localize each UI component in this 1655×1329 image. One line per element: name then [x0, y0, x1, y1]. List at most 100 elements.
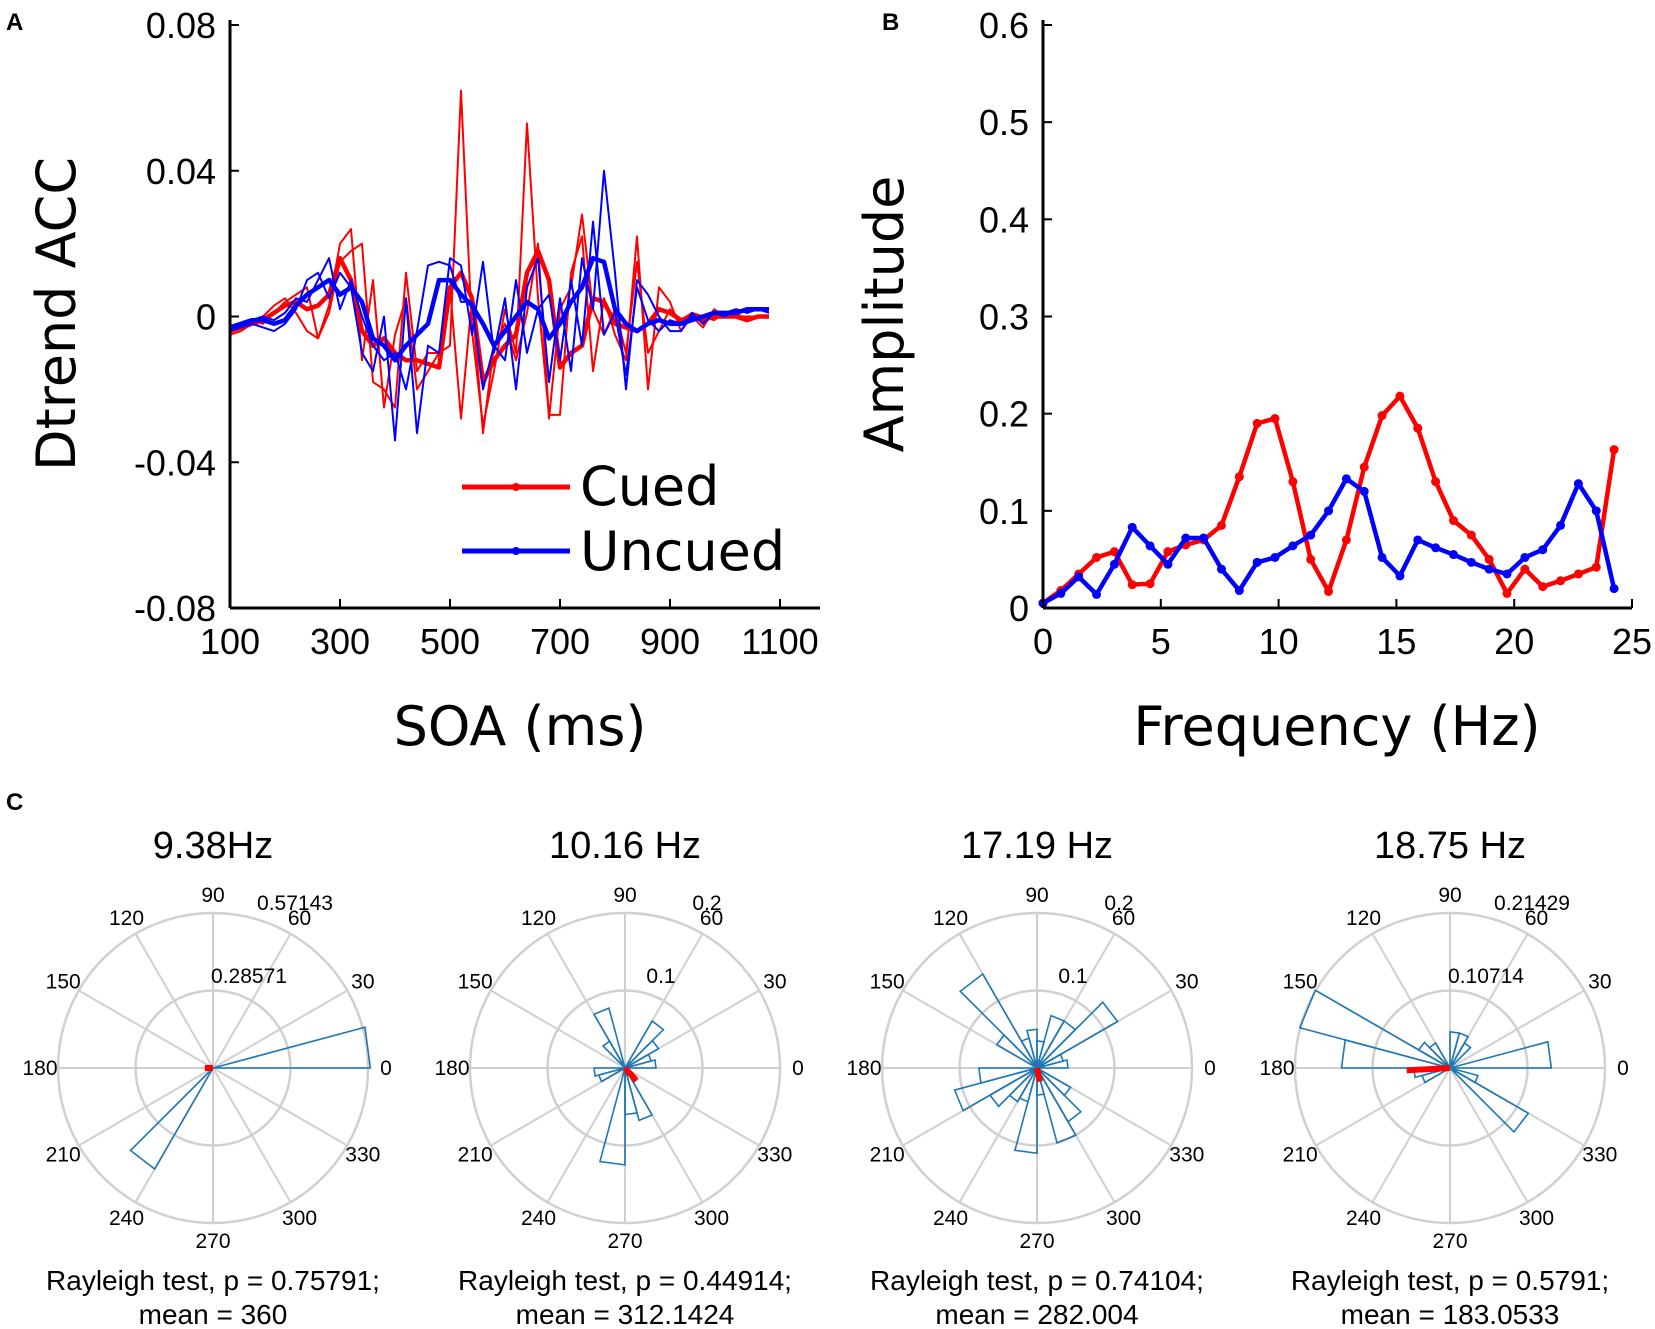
rose-spoke: [546, 1067, 626, 1203]
panel-b-point-cued: [1288, 477, 1298, 487]
rose-angle-label: 30: [1588, 971, 1611, 994]
rose-bin: [624, 1067, 654, 1122]
rose-angle-label: 270: [195, 1230, 230, 1253]
panel-a-x-tick-label: 700: [530, 621, 590, 662]
rose-ring-label-outer: 0.57143: [257, 892, 333, 915]
rose-angle-label: 120: [109, 907, 144, 930]
rose-bin: [1449, 1067, 1480, 1084]
panel-b-y-tick-label: 0.4: [979, 199, 1029, 240]
panel-b-point-uncued: [1216, 564, 1226, 574]
rose-angle-label: 300: [694, 1207, 729, 1230]
panel-b-point-uncued: [1431, 543, 1441, 553]
panel-c-roses: 9.38Hz03060901201501802102402703003300.5…: [22, 825, 1628, 1329]
panel-b-point-cued: [1466, 530, 1476, 540]
rose-angle-label: 240: [933, 1207, 968, 1230]
rose-angle-label: 180: [434, 1057, 469, 1080]
panel-b-point-cued: [1484, 554, 1494, 564]
polar-rose-2: 10.16 Hz 0 30 60 90 120 150 180 210 240 270 300 330 0…: [434, 825, 803, 1329]
rose-angle-label: 90: [1438, 884, 1461, 907]
panel-b-point-uncued: [1538, 545, 1548, 555]
rose-mean-vector: [1406, 1065, 1451, 1074]
panel-b-point-uncued: [1484, 564, 1494, 574]
mean-angle-label: mean = 312.1424: [516, 1299, 735, 1329]
panel-b-point-uncued: [1573, 479, 1583, 489]
rose-ring-label-outer: 0.21429: [1494, 892, 1570, 915]
rose-angle-label: 300: [1519, 1207, 1554, 1230]
panel-b-point-cued: [1163, 547, 1173, 557]
panel-a-chart: 100 300 500 700 900 1100 -0.08 -0.04 0 0.04 0.08 S…: [25, 5, 820, 758]
panel-b-point-uncued: [1270, 552, 1280, 562]
rose-ring-label-outer: 0.2: [1104, 892, 1133, 915]
rose-angle-label: 150: [870, 971, 905, 994]
panel-b-point-cued: [1359, 462, 1369, 472]
panel-b-point-cued: [1395, 391, 1405, 401]
rose-angle-label: 300: [1106, 1207, 1141, 1230]
panel-b-point-uncued: [1395, 571, 1405, 581]
rose-bin: [1036, 1067, 1072, 1097]
panel-a-series-uncued-thin-5: [230, 220, 770, 391]
panel-b-x-tick-label: 20: [1494, 621, 1534, 662]
panel-b-point-cued: [1216, 520, 1226, 530]
rose-angle-label: 330: [1582, 1144, 1617, 1167]
panel-b-point-uncued: [1448, 550, 1458, 560]
rose-angle-label: 240: [521, 1207, 556, 1230]
rose-bin: [1449, 1040, 1553, 1069]
legend-uncued-label: Uncued: [580, 520, 785, 583]
panel-b-point-uncued: [1377, 552, 1387, 562]
panel-b-x-tick-label: 10: [1259, 621, 1299, 662]
panel-b-point-uncued: [1556, 520, 1566, 530]
rose-angle-label: 90: [613, 884, 636, 907]
rayleigh-test-label: Rayleigh test, p = 0.74104;: [870, 1265, 1204, 1296]
mean-angle-label: mean = 360: [139, 1299, 288, 1329]
panel-b-point-uncued: [1092, 589, 1102, 599]
rose-angle-label: 120: [521, 907, 556, 930]
panel-b-y-tick-label: 0.2: [979, 394, 1029, 435]
panel-b-y-tick-label: 0.3: [979, 297, 1029, 338]
panel-b-point-cued: [1270, 414, 1280, 424]
panel-b-point-uncued: [1056, 588, 1066, 598]
rose-bin: [597, 1067, 626, 1083]
rose-angle-label: 210: [870, 1144, 905, 1167]
rose-bin: [624, 1019, 665, 1069]
panel-b-point-cued: [1145, 579, 1155, 589]
panel-a-y-tick-label: 0: [196, 297, 216, 338]
rose-angle-label: 0: [792, 1057, 804, 1080]
panel-b-point-cued: [1538, 582, 1548, 592]
panel-b-point-uncued: [1341, 474, 1351, 484]
rose-angle-label: 330: [345, 1144, 380, 1167]
rose-ring-label-inner: 0.1: [1058, 965, 1087, 988]
panel-b-point-cued: [1448, 516, 1458, 526]
rose-angle-label: 120: [1346, 907, 1381, 930]
panel-b-point-uncued: [1520, 552, 1530, 562]
legend-uncued-marker: [512, 547, 520, 555]
panel-b-x-tick-label: 25: [1612, 621, 1652, 662]
panel-b-point-cued: [1127, 580, 1137, 590]
panel-a-x-tick-label: 1100: [741, 621, 818, 662]
panel-b-point-uncued: [1163, 559, 1173, 569]
panel-a-x-label: SOA (ms): [394, 695, 647, 758]
panel-b-point-uncued: [1609, 584, 1619, 594]
panel-b-y-label: Amplitude: [853, 176, 916, 453]
panel-b-point-uncued: [1359, 486, 1369, 496]
rose-spoke: [78, 1067, 214, 1147]
panel-b-point-cued: [1234, 472, 1244, 482]
rose-bin: [995, 1033, 1038, 1069]
rose-angle-label: 180: [846, 1057, 881, 1080]
panel-a-y-tick-label: 0.04: [146, 151, 216, 192]
rose-angle-label: 150: [1283, 971, 1318, 994]
panel-b-point-uncued: [1145, 541, 1155, 551]
rose-spoke: [1371, 1067, 1451, 1203]
rose-angle-label: 60: [288, 907, 311, 930]
rose-spoke: [1449, 1067, 1529, 1203]
rose-title: 10.16 Hz: [549, 825, 701, 867]
rose-angle-label: 0: [1204, 1057, 1216, 1080]
rose-spoke: [490, 989, 626, 1069]
rose-bin: [1449, 1067, 1530, 1134]
rose-angle-label: 330: [1169, 1144, 1204, 1167]
rose-bin: [1449, 1030, 1461, 1069]
panel-b-point-cued: [1520, 564, 1530, 574]
rose-ring-label-inner: 0.28571: [211, 965, 287, 988]
panel-b-y-tick-label: 0.1: [979, 491, 1029, 532]
polar-rose-4: 18.75 Hz 0 30 60 90 120 150 180 210 240 270 300 330 0…: [1259, 825, 1628, 1329]
